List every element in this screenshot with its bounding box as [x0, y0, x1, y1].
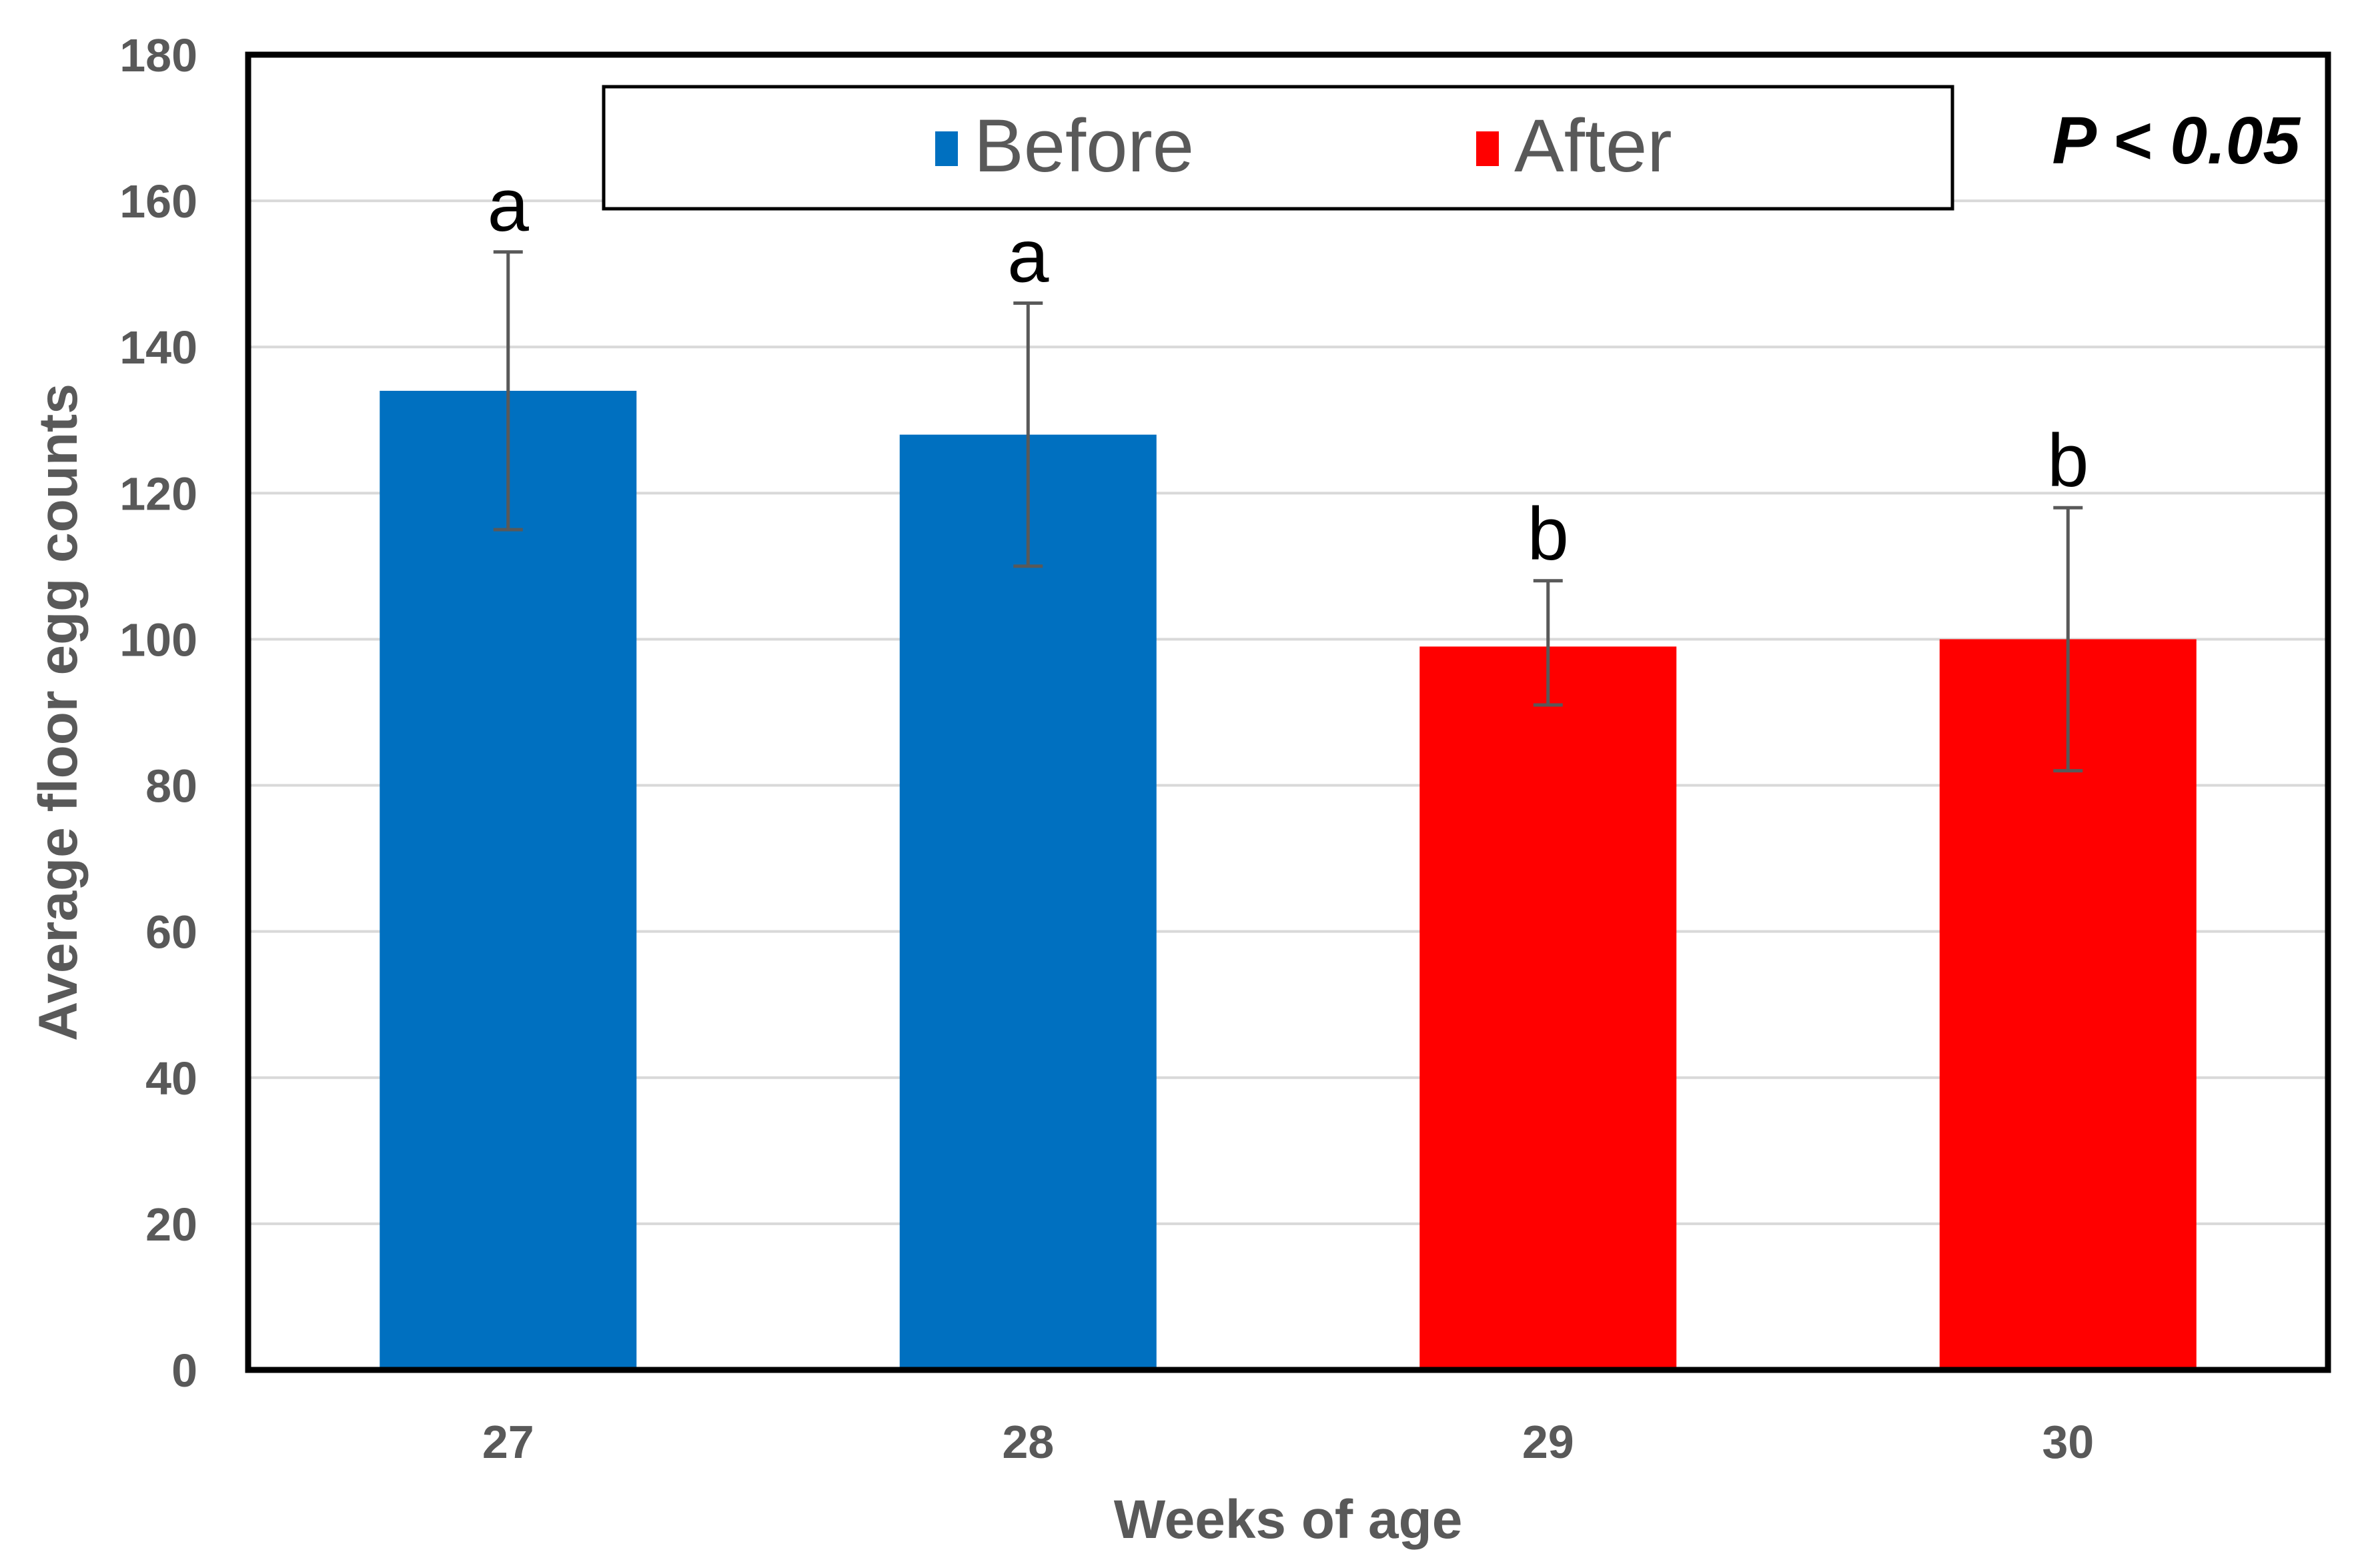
bar-week-28 [899, 434, 1157, 1370]
legend-box [602, 85, 1954, 211]
x-tick-label: 29 [1522, 1416, 1574, 1468]
legend-swatch-before [935, 131, 958, 166]
y-tick-label: 20 [145, 1199, 197, 1251]
bar-week-29 [1419, 646, 1677, 1370]
y-tick-label: 140 [119, 321, 197, 373]
legend-label-after: After [1514, 104, 1672, 187]
legend: Before After [602, 85, 1954, 211]
y-tick-label: 0 [171, 1345, 197, 1397]
y-axis-ticks: 0 20 40 60 80 100 120 140 160 180 [119, 29, 197, 1397]
legend-swatch-after [1476, 131, 1499, 166]
y-tick-label: 80 [145, 760, 197, 812]
legend-label-before: Before [974, 104, 1194, 187]
y-tick-label: 40 [145, 1052, 197, 1104]
x-tick-label: 30 [2042, 1416, 2094, 1468]
x-axis-ticks: 27 28 29 30 [482, 1416, 2094, 1468]
error-bars [493, 250, 2083, 773]
x-tick-label: 27 [482, 1416, 534, 1468]
y-tick-label: 60 [145, 906, 197, 958]
y-tick-label: 100 [119, 614, 197, 666]
y-tick-label: 180 [119, 29, 197, 81]
significance-label-week-30: b [2047, 419, 2089, 502]
significance-label-week-27: a [488, 163, 530, 247]
x-axis-title: Weeks of age [1114, 1489, 1463, 1550]
plot-frame [245, 51, 2331, 1373]
p-value-annotation: P < 0.05 [2052, 103, 2301, 178]
y-tick-label: 120 [119, 468, 197, 520]
significance-label-week-28: a [1007, 214, 1049, 297]
x-tick-label: 28 [1002, 1416, 1054, 1468]
bar-week-27 [380, 390, 637, 1370]
significance-labels: a a b b [488, 163, 2089, 576]
significance-label-week-29: b [1528, 492, 1569, 576]
y-tick-label: 160 [119, 175, 197, 227]
y-axis-title: Average floor egg counts [28, 383, 89, 1041]
